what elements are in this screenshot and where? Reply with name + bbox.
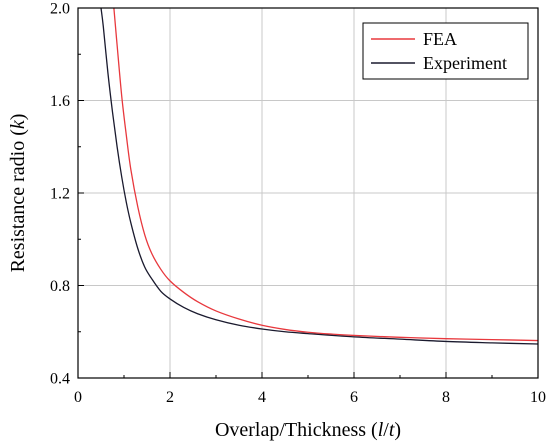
legend-label-experiment: Experiment: [423, 53, 507, 73]
y-tick-label: 0.4: [50, 371, 70, 388]
y-tick-label: 1.2: [50, 186, 70, 203]
legend-label-fea: FEA: [423, 29, 457, 49]
x-tick-label: 2: [166, 389, 174, 406]
legend: FEA Experiment: [362, 22, 529, 80]
axis-ticks: 0 2 4 6 8 10 0.4 0.8 1.2 1.6 2.0: [50, 1, 546, 407]
y-tick-label: 0.8: [50, 278, 70, 295]
series-lines: [100, 7, 539, 345]
legend-box: [362, 22, 529, 80]
x-axis-title: Overlap/Thickness (l/t): [215, 419, 401, 441]
series-line-fea: [113, 7, 539, 342]
x-tick-label: 10: [530, 389, 546, 406]
x-tick-label: 6: [350, 389, 358, 406]
x-tick-label: 8: [442, 389, 450, 406]
series-line-experiment: [100, 7, 539, 345]
y-axis-title: Resistance radio (k): [7, 114, 29, 273]
y-tick-label: 2.0: [50, 1, 70, 18]
x-tick-label: 4: [258, 389, 266, 406]
y-tick-label: 1.6: [50, 93, 70, 110]
x-tick-label: 0: [74, 389, 82, 406]
